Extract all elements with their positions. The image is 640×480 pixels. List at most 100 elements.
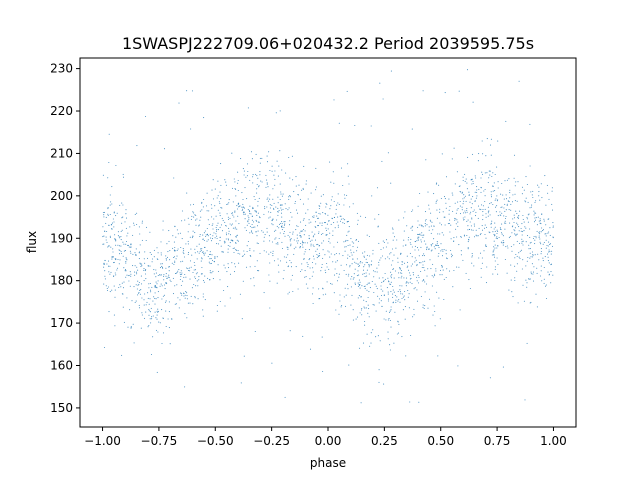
data-point: [460, 250, 462, 252]
data-point: [296, 234, 298, 236]
data-point: [540, 265, 542, 267]
data-point: [139, 293, 141, 295]
data-point: [521, 186, 524, 188]
data-point: [231, 152, 233, 154]
data-point: [162, 295, 164, 297]
data-point: [466, 208, 468, 210]
data-point: [126, 297, 128, 299]
data-point: [365, 258, 367, 260]
data-point: [455, 212, 457, 214]
data-point: [128, 280, 130, 282]
data-point: [179, 292, 182, 294]
data-point: [366, 289, 368, 291]
data-point: [516, 233, 518, 235]
data-point: [477, 160, 479, 162]
data-point: [407, 265, 409, 267]
data-point: [217, 229, 219, 231]
data-point: [529, 242, 531, 244]
data-point: [115, 215, 117, 217]
data-point: [250, 278, 252, 280]
data-point: [200, 216, 202, 218]
data-point: [460, 191, 462, 193]
data-point: [287, 293, 289, 295]
data-point: [242, 208, 244, 210]
y-tick-label: 230: [50, 62, 73, 76]
data-point: [102, 174, 104, 176]
data-point: [215, 215, 217, 217]
data-point: [479, 252, 482, 254]
data-point: [167, 276, 169, 278]
data-point: [354, 282, 356, 284]
data-point: [439, 211, 441, 213]
data-point: [497, 199, 499, 201]
data-point: [492, 273, 494, 275]
data-point: [493, 246, 495, 248]
data-point: [531, 263, 533, 265]
data-point: [347, 231, 349, 233]
data-point: [546, 253, 549, 255]
data-point: [361, 285, 363, 287]
data-point: [145, 269, 147, 271]
data-point: [467, 229, 469, 231]
data-point: [513, 217, 516, 219]
data-point: [499, 227, 501, 229]
data-point: [376, 187, 379, 189]
data-point: [518, 226, 520, 228]
data-point: [330, 283, 332, 285]
data-point: [196, 272, 198, 274]
data-point: [191, 215, 193, 217]
data-point: [315, 186, 317, 188]
data-point: [277, 202, 279, 204]
data-point: [256, 235, 258, 237]
data-point: [469, 287, 471, 290]
data-point: [408, 293, 410, 295]
data-point: [348, 230, 350, 232]
data-point: [474, 175, 476, 177]
data-point: [324, 254, 326, 256]
data-point: [256, 214, 258, 216]
data-point: [315, 226, 317, 229]
data-point: [272, 224, 274, 226]
data-point: [280, 212, 283, 214]
data-point: [388, 281, 390, 283]
data-point: [246, 163, 249, 165]
data-point: [326, 262, 328, 265]
data-point: [148, 303, 150, 305]
data-point: [308, 238, 310, 240]
data-point: [144, 251, 146, 253]
data-point: [345, 273, 347, 275]
data-point: [119, 249, 121, 252]
data-point: [493, 256, 496, 258]
data-point: [399, 285, 401, 287]
data-point: [405, 244, 407, 246]
data-point: [146, 301, 148, 303]
data-point: [545, 247, 547, 249]
data-point: [451, 254, 453, 256]
data-point: [129, 246, 131, 248]
data-point: [299, 246, 301, 248]
data-point: [314, 221, 317, 223]
data-point: [191, 254, 193, 256]
data-point: [108, 224, 110, 226]
data-point: [147, 265, 149, 267]
data-point: [515, 181, 517, 183]
data-point: [510, 245, 512, 248]
data-point: [280, 193, 282, 195]
data-point: [252, 182, 254, 184]
data-point: [152, 336, 154, 338]
data-point: [471, 203, 473, 205]
data-point: [523, 300, 525, 302]
data-point: [387, 319, 389, 321]
data-point: [494, 190, 496, 192]
data-point: [518, 256, 520, 258]
data-point: [515, 233, 517, 235]
data-point: [206, 210, 208, 212]
data-point: [480, 186, 482, 188]
data-point: [408, 272, 411, 274]
data-point: [484, 188, 486, 191]
data-point: [253, 196, 255, 198]
data-point: [417, 238, 419, 240]
data-point: [163, 274, 165, 276]
data-point: [489, 214, 491, 216]
data-point: [227, 203, 229, 205]
